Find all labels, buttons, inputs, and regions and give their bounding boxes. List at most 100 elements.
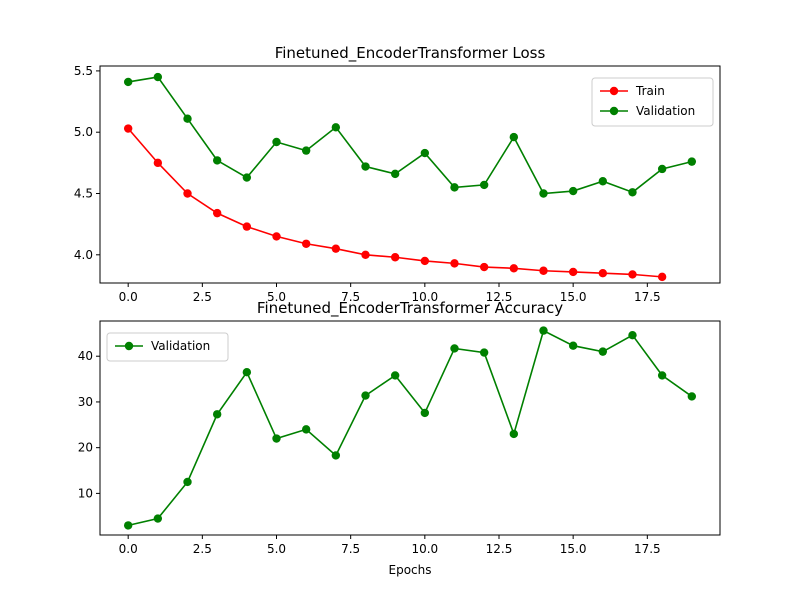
loss-train-point (568, 267, 578, 277)
accuracy-validation-line (127, 329, 693, 527)
loss-train-point (479, 262, 489, 272)
accuracy-validation-point (450, 344, 459, 353)
accuracy-validation-point (568, 341, 578, 350)
loss-train-point (390, 253, 400, 262)
accuracy-validation-point (598, 347, 608, 356)
loss-train-point (212, 208, 222, 218)
accuracy-chart-ticks: 0.0 2.5 5.0 7.5 10.0 12.5 15.0 17.5 10 20 30 40 (78, 349, 661, 556)
loss-xtick-label: 12.5 (486, 290, 513, 304)
loss-validation-point (301, 146, 311, 155)
accuracy-xtick-label: 0.0 (119, 542, 138, 556)
loss-train-point (153, 158, 163, 168)
loss-chart-series (123, 72, 697, 282)
loss-validation-point (657, 164, 667, 174)
accuracy-ytick-label: 10 (78, 486, 93, 500)
loss-legend-validation-label: Validation (636, 104, 695, 118)
loss-validation-point (598, 177, 608, 186)
accuracy-legend-validation-label: Validation (151, 339, 210, 353)
accuracy-validation-point (331, 451, 341, 460)
loss-validation-point (450, 183, 459, 192)
accuracy-ytick-label: 30 (78, 395, 93, 409)
accuracy-legend-validation-marker (124, 341, 134, 351)
accuracy-validation-point (628, 330, 637, 340)
accuracy-xtick-label: 12.5 (486, 542, 513, 556)
loss-xtick-label: 17.5 (634, 290, 661, 304)
loss-ytick-label: 5.5 (74, 64, 93, 78)
accuracy-validation-point (509, 429, 519, 439)
loss-train-point (183, 189, 192, 198)
accuracy-chart-legend: Validation (106, 332, 229, 362)
loss-legend-train-label: Train (635, 84, 665, 98)
accuracy-validation-point (242, 368, 252, 377)
accuracy-validation-point (657, 371, 667, 380)
loss-train-point (242, 222, 252, 231)
accuracy-validation-point (420, 408, 430, 418)
loss-validation-point (509, 132, 519, 142)
loss-train-point (450, 259, 459, 268)
loss-train-point (628, 270, 637, 279)
loss-legend-validation-marker (609, 106, 619, 116)
accuracy-chart-xlabel: Epochs (389, 563, 432, 577)
loss-xtick-label: 15.0 (560, 290, 587, 304)
accuracy-ytick-label: 20 (78, 441, 93, 455)
accuracy-validation-point (539, 326, 548, 335)
loss-validation-point (539, 189, 548, 198)
accuracy-xtick-label: 15.0 (560, 542, 587, 556)
loss-validation-point (212, 156, 222, 165)
loss-train-point (657, 272, 667, 282)
accuracy-validation-point (153, 514, 163, 523)
loss-validation-point (390, 169, 400, 179)
loss-train-point (420, 256, 430, 266)
loss-train-point (301, 239, 311, 248)
accuracy-xtick-label: 17.5 (634, 542, 661, 556)
loss-validation-point (420, 148, 430, 158)
loss-train-point (123, 124, 133, 133)
loss-chart-legend: Train Validation (591, 77, 714, 127)
loss-xtick-label: 10.0 (411, 290, 438, 304)
accuracy-xtick-label: 10.0 (411, 542, 438, 556)
loss-validation-point (183, 114, 192, 123)
loss-ytick-label: 5.0 (74, 125, 93, 139)
loss-validation-point (568, 186, 578, 196)
accuracy-validation-point (123, 521, 133, 530)
loss-chart-axes-frame (99, 65, 721, 284)
accuracy-xtick-label: 7.5 (341, 542, 360, 556)
accuracy-validation-point (687, 392, 697, 401)
accuracy-validation-point (212, 410, 222, 419)
accuracy-chart-series (123, 326, 697, 530)
loss-validation-point (123, 77, 133, 87)
loss-train-point (272, 232, 281, 241)
accuracy-validation-point (183, 477, 192, 487)
loss-ytick-label: 4.0 (74, 248, 93, 262)
loss-xtick-label: 7.5 (341, 290, 360, 304)
loss-train-point (331, 244, 341, 253)
loss-validation-point (361, 162, 370, 171)
loss-validation-point (687, 157, 697, 166)
loss-train-point (361, 250, 370, 260)
loss-xtick-label: 2.5 (193, 290, 212, 304)
accuracy-validation-point (361, 391, 370, 400)
loss-validation-point (153, 72, 163, 82)
loss-ytick-label: 4.5 (74, 187, 93, 201)
accuracy-validation-point (390, 371, 400, 380)
accuracy-chart-title: Finetuned_EncoderTransformer Accuracy (257, 299, 563, 318)
loss-legend-train-marker (609, 86, 619, 96)
accuracy-legend-box (106, 332, 229, 362)
loss-validation-line (128, 76, 693, 195)
loss-validation-point (272, 137, 281, 147)
loss-train-point (598, 268, 608, 278)
loss-validation-point (242, 173, 252, 182)
loss-validation-point (331, 123, 341, 132)
accuracy-chart-panel: Finetuned_EncoderTransformer Accuracy Ep… (78, 299, 721, 577)
accuracy-xtick-label: 2.5 (193, 542, 212, 556)
loss-chart-panel: Finetuned_EncoderTransformer Loss 0.0 2.5… (74, 44, 721, 304)
loss-train-point (509, 264, 519, 273)
accuracy-validation-point (301, 425, 311, 434)
loss-validation-point (479, 180, 489, 190)
loss-xtick-label: 5.0 (267, 290, 286, 304)
accuracy-xtick-label: 5.0 (267, 542, 286, 556)
loss-chart-ticks: 0.0 2.5 5.0 7.5 10.0 12.5 15.0 17.5 4.0 4.5 5.0 5.5 (74, 64, 661, 304)
loss-validation-point (628, 188, 637, 197)
accuracy-ytick-label: 40 (78, 349, 93, 363)
